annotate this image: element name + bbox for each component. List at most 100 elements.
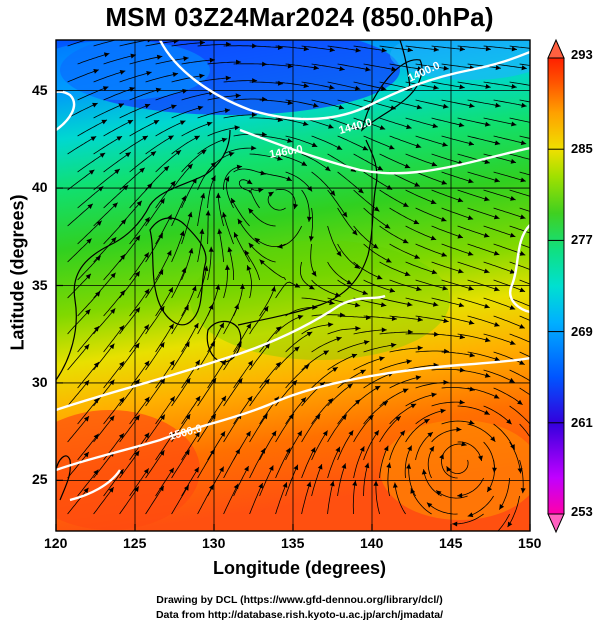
streamline bbox=[389, 171, 421, 187]
streamline bbox=[327, 81, 361, 90]
streamline-arrowhead bbox=[537, 159, 543, 164]
streamline-arrowhead bbox=[301, 161, 307, 166]
streamline-arrowhead bbox=[360, 369, 366, 375]
streamline bbox=[145, 232, 164, 263]
streamline-arrowhead bbox=[456, 426, 462, 432]
streamline-arrowhead bbox=[195, 359, 200, 366]
streamline bbox=[67, 309, 91, 335]
streamline-arrowhead bbox=[119, 325, 125, 331]
streamline-arrowhead bbox=[379, 125, 386, 130]
streamline bbox=[467, 99, 501, 107]
streamline bbox=[171, 304, 189, 335]
streamline bbox=[233, 360, 254, 389]
streamline bbox=[431, 225, 464, 239]
streamline bbox=[467, 207, 500, 219]
streamline-arrowhead bbox=[122, 185, 129, 191]
streamline-arrowhead bbox=[143, 468, 149, 474]
streamline bbox=[311, 135, 343, 150]
streamline bbox=[155, 89, 188, 101]
streamline-arrowhead bbox=[304, 364, 310, 370]
streamline-arrowhead bbox=[219, 322, 224, 329]
streamline-arrowhead bbox=[307, 186, 313, 192]
streamline bbox=[171, 377, 191, 407]
streamline bbox=[103, 119, 134, 137]
colorbar-tick-label: 277 bbox=[571, 232, 593, 248]
streamline-arrowhead bbox=[271, 286, 276, 292]
colorbar-tick-label: 285 bbox=[571, 141, 593, 157]
streamline-arrowhead bbox=[537, 84, 542, 89]
streamline-arrowhead bbox=[490, 436, 496, 442]
streamline-arrowhead bbox=[382, 401, 388, 406]
streamline-arrowhead bbox=[166, 250, 172, 256]
streamline-arrowhead bbox=[219, 466, 224, 473]
streamline bbox=[519, 423, 530, 438]
streamline bbox=[119, 486, 140, 515]
streamline-arrowhead bbox=[268, 191, 274, 197]
streamline bbox=[155, 250, 172, 281]
streamline-arrowhead bbox=[365, 66, 371, 72]
streamline-arrowhead bbox=[99, 152, 106, 158]
streamline bbox=[233, 395, 253, 425]
colorbar-tick-label: 253 bbox=[571, 504, 593, 519]
streamline bbox=[363, 63, 397, 71]
streamline-arrowhead bbox=[495, 102, 501, 108]
streamline-arrowhead bbox=[407, 301, 413, 307]
streamline bbox=[207, 322, 225, 353]
streamline bbox=[207, 359, 227, 389]
streamline bbox=[389, 347, 423, 353]
streamline bbox=[410, 488, 432, 515]
streamline bbox=[426, 502, 458, 515]
streamline bbox=[363, 430, 380, 461]
streamline bbox=[415, 99, 449, 108]
streamline-arrowhead bbox=[264, 343, 270, 349]
streamline bbox=[389, 279, 422, 291]
streamline bbox=[311, 430, 328, 461]
streamline-arrowhead bbox=[303, 46, 309, 52]
streamline bbox=[129, 55, 163, 65]
streamline bbox=[389, 243, 421, 259]
coastlines bbox=[56, 40, 423, 501]
streamline bbox=[452, 513, 484, 525]
streamline bbox=[431, 153, 464, 165]
streamline-arrowhead bbox=[194, 467, 199, 473]
streamline-arrowhead bbox=[227, 246, 233, 253]
y-tick-label: 40 bbox=[32, 179, 48, 196]
streamline bbox=[233, 323, 252, 353]
streamline bbox=[285, 171, 313, 192]
streamline bbox=[67, 344, 90, 371]
streamline-arrowhead bbox=[119, 397, 125, 403]
streamline-arrowhead bbox=[359, 446, 365, 452]
streamline bbox=[129, 183, 153, 209]
x-tick-label: 140 bbox=[360, 535, 384, 551]
streamline bbox=[181, 285, 197, 317]
streamline-arrowhead bbox=[520, 177, 526, 183]
streamline-arrowhead bbox=[342, 211, 348, 218]
streamline bbox=[431, 189, 464, 202]
streamline bbox=[285, 397, 307, 425]
streamline-arrowhead bbox=[511, 121, 517, 127]
streamline-arrowhead bbox=[221, 359, 226, 366]
streamline-arrowhead bbox=[354, 302, 361, 308]
streamline bbox=[197, 303, 214, 335]
streamline bbox=[223, 377, 243, 407]
streamline bbox=[171, 163, 193, 191]
streamline bbox=[311, 366, 339, 389]
streamline-arrowhead bbox=[509, 305, 516, 310]
streamline-arrowhead bbox=[155, 87, 162, 93]
streamline-arrowhead bbox=[226, 41, 232, 47]
streamline-arrowhead bbox=[379, 356, 385, 362]
streamline bbox=[415, 315, 449, 322]
streamline bbox=[237, 218, 260, 245]
streamline-arrowhead bbox=[251, 112, 257, 118]
streamline-arrowhead bbox=[487, 486, 492, 492]
streamline-arrowhead bbox=[259, 259, 265, 265]
streamline bbox=[285, 430, 303, 461]
streamline-arrowhead bbox=[391, 342, 397, 348]
streamline bbox=[519, 315, 530, 321]
streamline bbox=[226, 176, 234, 209]
streamline-arrowhead bbox=[348, 430, 354, 436]
streamline bbox=[301, 45, 335, 51]
x-tick-label: 120 bbox=[44, 535, 68, 551]
credit-data-source: Data from http://database.rish.kyoto-u.a… bbox=[155, 609, 444, 621]
axis-tick-marks bbox=[55, 90, 531, 531]
